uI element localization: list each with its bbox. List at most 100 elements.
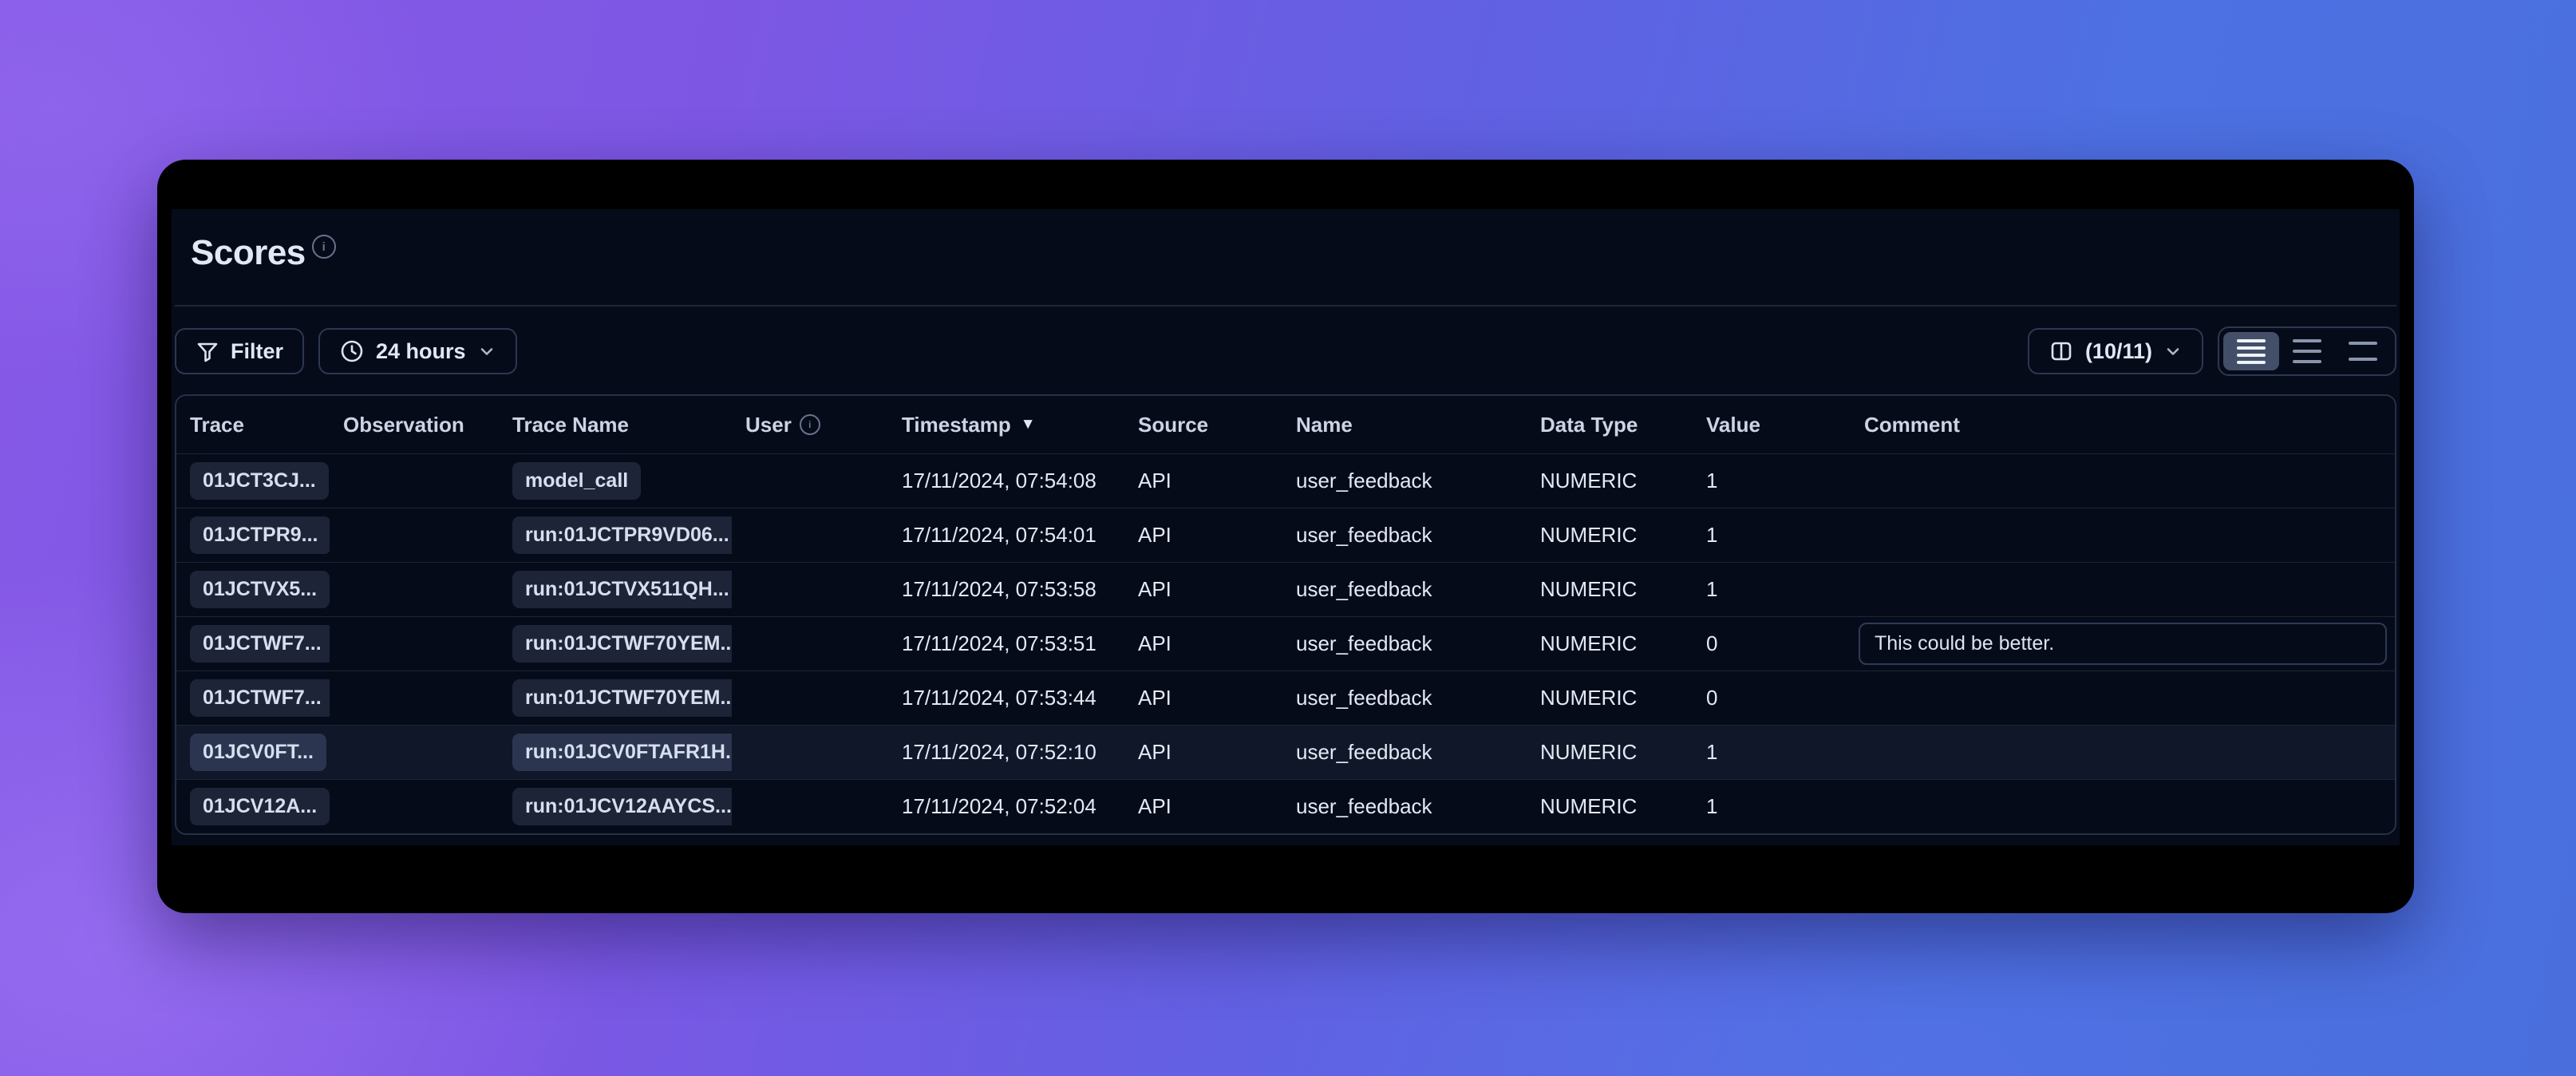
table-row[interactable]: 01JCTWF7... run:01JCTWF70YEM... 17/11/2024… (176, 616, 2395, 671)
name-cell: user_feedback (1296, 686, 1432, 710)
trace-cell: 01JCT3CJ... (176, 462, 330, 500)
row-height-tall-icon (2349, 342, 2377, 361)
trace-name-badge[interactable]: run:01JCTVX511QH... (512, 571, 732, 608)
name-cell: user_feedback (1296, 523, 1432, 547)
trace-cell: 01JCTVX5... (176, 571, 330, 608)
trace-name-badge[interactable]: run:01JCTWF70YEM... (512, 679, 732, 717)
trace-name-badge[interactable]: run:01JCTWF70YEM... (512, 625, 732, 663)
filter-icon (197, 342, 218, 362)
name-cell: user_feedback (1296, 577, 1432, 601)
filter-button-label: Filter (231, 338, 284, 363)
row-height-medium-icon (2293, 339, 2321, 363)
row-height-tall-button[interactable] (2335, 332, 2391, 370)
table-row[interactable]: 01JCTWF7... run:01JCTWF70YEM... 17/11/2024… (176, 671, 2395, 725)
trace-id-badge[interactable]: 01JCV12A... (190, 788, 330, 825)
trace-id-badge[interactable]: 01JCTWF7... (190, 625, 330, 663)
toolbar: Filter 24 hours (175, 326, 2396, 376)
timestamp-cell: 17/11/2024, 07:53:58 (902, 577, 1096, 601)
data_type-cell: NUMERIC (1540, 469, 1638, 493)
filter-button[interactable]: Filter (175, 328, 305, 374)
trace_name-cell: run:01JCTVX511QH... (499, 571, 732, 608)
trace-id-badge[interactable]: 01JCTVX5... (190, 571, 330, 608)
source-cell: API (1138, 794, 1171, 818)
column-header-value[interactable]: Value (1706, 412, 1760, 437)
trace-id-badge[interactable]: 01JCT3CJ... (190, 462, 329, 500)
columns-icon (2051, 342, 2072, 361)
value-cell: 0 (1706, 686, 1718, 710)
row-height-medium-button[interactable] (2279, 332, 2335, 370)
trace-cell: 01JCV0FT... (176, 734, 330, 771)
timestamp-cell: 17/11/2024, 07:52:10 (902, 740, 1096, 764)
chevron-down-icon (2167, 348, 2179, 355)
trace_name-cell: run:01JCTWF70YEM... (499, 625, 732, 663)
timestamp-cell: 17/11/2024, 07:54:01 (902, 523, 1096, 547)
column-header-data_type[interactable]: Data Type (1540, 412, 1638, 437)
trace-id-badge[interactable]: 01JCV0FT... (190, 734, 326, 771)
table-body: 01JCT3CJ... model_call 17/11/2024, 07:54:0… (176, 453, 2395, 833)
name-cell: user_feedback (1296, 631, 1432, 655)
column-header-name[interactable]: Name (1296, 412, 1353, 437)
data_type-cell: NUMERIC (1540, 686, 1638, 710)
data_type-cell: NUMERIC (1540, 794, 1638, 818)
data_type-cell: NUMERIC (1540, 523, 1638, 547)
column-header-source[interactable]: Source (1138, 412, 1209, 437)
table-row[interactable]: 01JCT3CJ... model_call 17/11/2024, 07:54:0… (176, 453, 2395, 508)
comment-box: This could be better. (1859, 623, 2387, 665)
name-cell: user_feedback (1296, 794, 1432, 818)
data_type-cell: NUMERIC (1540, 631, 1638, 655)
value-cell: 1 (1706, 740, 1718, 764)
trace-id-badge[interactable]: 01JCTWF7... (190, 679, 330, 717)
source-cell: API (1138, 469, 1171, 493)
table-row[interactable]: 01JCTVX5... run:01JCTVX511QH... 17/11/2024… (176, 562, 2395, 616)
source-cell: API (1138, 523, 1171, 547)
trace-id-badge[interactable]: 01JCTPR9... (190, 516, 330, 554)
time-range-label: 24 hours (376, 338, 466, 363)
info-icon: i (799, 414, 820, 435)
trace-name-badge[interactable]: run:01JCV0FTAFR1H... (512, 734, 732, 771)
chevron-down-icon (480, 348, 492, 355)
value-cell: 1 (1706, 794, 1718, 818)
trace_name-cell: run:01JCTPR9VD06... (499, 516, 732, 554)
time-range-button[interactable]: 24 hours (318, 328, 517, 374)
timestamp-cell: 17/11/2024, 07:54:08 (902, 469, 1096, 493)
trace_name-cell: run:01JCV0FTAFR1H... (499, 734, 732, 771)
table-row[interactable]: 01JCTPR9... run:01JCTPR9VD06... 17/11/2024… (176, 508, 2395, 562)
trace-name-badge[interactable]: model_call (512, 462, 642, 500)
row-height-toggle (2218, 326, 2396, 376)
scores-page: Scores i Filter (172, 209, 2400, 845)
trace-cell: 01JCTPR9... (176, 516, 330, 554)
trace_name-cell: model_call (499, 462, 732, 500)
name-cell: user_feedback (1296, 469, 1432, 493)
header-divider (175, 305, 2396, 307)
timestamp-cell: 17/11/2024, 07:53:51 (902, 631, 1096, 655)
info-icon[interactable]: i (311, 235, 336, 259)
table-row[interactable]: 01JCV0FT... run:01JCV0FTAFR1H... 17/11/202… (176, 725, 2395, 779)
data_type-cell: NUMERIC (1540, 577, 1638, 601)
column-header-trace_name[interactable]: Trace Name (512, 412, 629, 437)
row-height-compact-icon (2237, 338, 2266, 364)
column-header-trace[interactable]: Trace (190, 412, 244, 437)
page-title: Scores (191, 233, 306, 272)
table-row[interactable]: 01JCV12A... run:01JCV12AAYCS... 17/11/2024… (176, 779, 2395, 833)
trace-name-badge[interactable]: run:01JCTPR9VD06... (512, 516, 732, 554)
page-header: Scores i (175, 230, 2396, 273)
trace-cell: 01JCTWF7... (176, 679, 330, 717)
row-height-compact-button[interactable] (2223, 332, 2279, 370)
app-window: Scores i Filter (157, 160, 2414, 913)
data_type-cell: NUMERIC (1540, 740, 1638, 764)
column-header-user[interactable]: User i (732, 413, 888, 437)
value-cell: 1 (1706, 523, 1718, 547)
source-cell: API (1138, 577, 1171, 601)
column-header-observation[interactable]: Observation (343, 412, 464, 437)
column-header-comment[interactable]: Comment (1864, 412, 1960, 437)
timestamp-cell: 17/11/2024, 07:52:04 (902, 794, 1096, 818)
value-cell: 1 (1706, 469, 1718, 493)
table-header: Trace Observation Trace Name User i Timestamp… (176, 396, 2395, 453)
trace-name-badge[interactable]: run:01JCV12AAYCS... (512, 788, 732, 825)
trace-cell: 01JCV12A... (176, 788, 330, 825)
column-header-timestamp[interactable]: Timestamp ▼ (902, 412, 1036, 437)
column-visibility-label: (10/11) (2084, 338, 2152, 363)
column-visibility-button[interactable]: (10/11) (2027, 328, 2203, 374)
source-cell: API (1138, 631, 1171, 655)
source-cell: API (1138, 740, 1171, 764)
